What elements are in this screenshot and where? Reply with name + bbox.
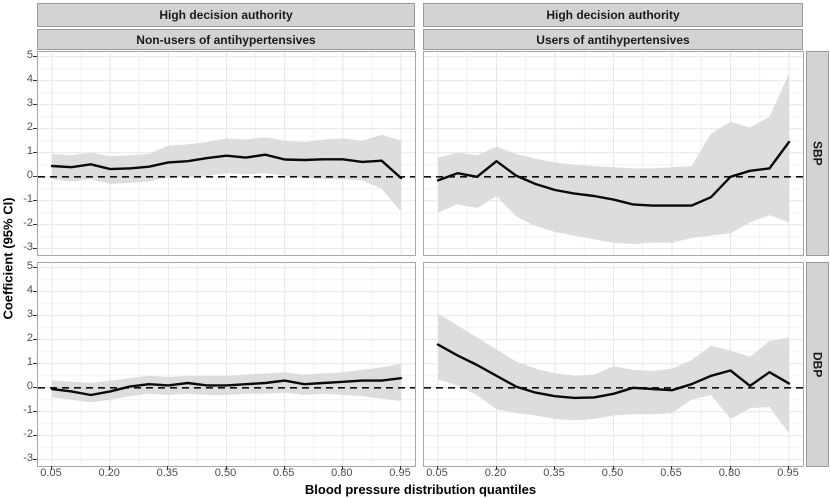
y-tick-mark	[33, 458, 37, 460]
x-tick-mark	[612, 466, 614, 470]
x-tick-mark	[283, 466, 285, 470]
estimate-line	[50, 376, 403, 397]
y-tick-mark	[33, 338, 37, 340]
x-tick-label: 0.50	[601, 467, 624, 479]
x-tick-label: 0.80	[331, 467, 353, 479]
row-facet-strip-dbp: DBP	[806, 262, 829, 467]
x-tick-label: 0.20	[484, 467, 507, 479]
x-tick-mark	[729, 466, 731, 470]
y-tick-label: 2	[26, 121, 33, 134]
col-facet-strip-right-subtitle: Users of antihypertensives	[423, 29, 803, 50]
x-tick-mark	[167, 466, 169, 470]
col-facet-strip-left-subtitle: Non-users of antihypertensives	[37, 29, 415, 50]
y-tick-mark	[33, 199, 37, 201]
x-tick-mark	[400, 466, 401, 470]
x-tick-mark	[51, 466, 52, 470]
y-tick-mark	[33, 410, 37, 412]
x-tick-label: 0.65	[660, 467, 682, 479]
y-tick-label: 1	[26, 145, 33, 158]
x-tick-label: 0.65	[272, 467, 295, 479]
y-tick-mark	[33, 151, 37, 153]
x-tick-mark	[495, 466, 497, 470]
y-tick-mark	[33, 314, 37, 316]
y-tick-label: -1	[23, 193, 33, 206]
ci-ribbon	[52, 134, 401, 212]
y-tick-label: 4	[26, 73, 33, 86]
y-tick-label: 5	[26, 49, 33, 62]
y-tick-mark	[33, 103, 37, 105]
ci-ribbon	[52, 363, 401, 403]
y-tick-label: 3	[26, 308, 33, 321]
panel-dbp-nonusers	[37, 262, 416, 467]
estimate-line	[50, 153, 403, 180]
x-tick-mark	[788, 466, 789, 470]
x-tick-label: 0.35	[543, 467, 565, 479]
y-tick-label: 3	[26, 97, 33, 110]
x-tick-label: 0.05	[40, 467, 62, 479]
x-tick-label: 0.95	[389, 467, 411, 479]
y-tick-mark	[33, 362, 37, 364]
y-tick-label: -1	[23, 404, 33, 417]
row-facet-strip-sbp: SBP	[806, 51, 829, 256]
x-tick-label: 0.50	[214, 467, 237, 479]
y-tick-label: 4	[26, 284, 33, 297]
y-tick-label: -2	[23, 217, 33, 230]
x-tick-label: 0.20	[98, 467, 120, 479]
y-axis-title: Coefficient (95% CI)	[0, 197, 16, 320]
x-tick-label: 0.80	[718, 467, 741, 479]
col-facet-strip-right-title: High decision authority	[423, 3, 803, 27]
y-tick-label: -3	[23, 452, 33, 465]
x-tick-mark	[554, 466, 555, 470]
y-tick-label: 2	[26, 332, 33, 345]
estimate-line	[436, 140, 791, 207]
panel-dbp-users	[423, 262, 804, 467]
y-tick-label: 5	[26, 260, 33, 273]
x-tick-mark	[671, 466, 672, 470]
x-tick-label: 0.05	[426, 467, 448, 479]
x-tick-mark	[225, 466, 227, 470]
x-tick-mark	[437, 466, 438, 470]
y-tick-label: 1	[26, 356, 33, 369]
y-tick-mark	[33, 386, 37, 388]
y-tick-mark	[33, 266, 37, 268]
x-tick-label: 0.95	[777, 467, 799, 479]
y-tick-mark	[33, 247, 37, 249]
x-tick-mark	[341, 466, 343, 470]
estimate-line	[436, 343, 791, 400]
y-tick-mark	[33, 79, 37, 81]
y-tick-mark	[33, 290, 37, 292]
panel-sbp-users	[423, 51, 804, 256]
y-tick-label: -2	[23, 428, 33, 441]
y-tick-mark	[33, 223, 37, 225]
y-tick-mark	[33, 434, 37, 436]
x-tick-mark	[109, 466, 111, 470]
y-tick-mark	[33, 175, 37, 177]
col-facet-strip-left-title: High decision authority	[37, 3, 415, 27]
panel-sbp-nonusers	[37, 51, 416, 256]
y-tick-mark	[33, 55, 37, 57]
y-tick-label: 0	[26, 169, 33, 182]
y-tick-mark	[33, 127, 37, 129]
y-tick-label: 0	[26, 380, 33, 393]
ci-ribbon	[438, 313, 789, 434]
x-tick-label: 0.35	[156, 467, 178, 479]
x-axis-title: Blood pressure distribution quantiles	[304, 482, 537, 497]
y-tick-label: -3	[23, 241, 33, 254]
